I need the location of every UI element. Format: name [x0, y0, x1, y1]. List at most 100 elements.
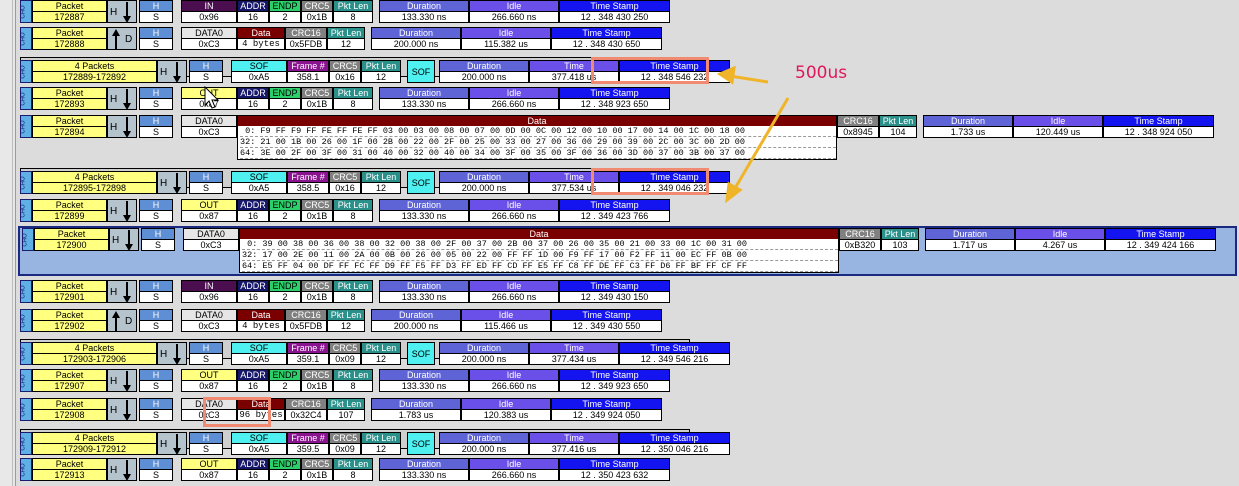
- hs-field-value[interactable]: S: [139, 126, 173, 138]
- packet-row[interactable]: CHO 4 Packets 172909-172912 H H S SOF 0xA5 Frame…: [20, 429, 1220, 456]
- hs-field-value[interactable]: S: [141, 239, 175, 251]
- endp-field-value[interactable]: 2: [269, 11, 301, 23]
- crc16-field-value[interactable]: 0x8945: [837, 126, 879, 138]
- crc5-field-value[interactable]: 0x16: [329, 182, 361, 194]
- packet-number-value[interactable]: 172893: [32, 98, 107, 110]
- pid-field-value[interactable]: 0xC3: [181, 320, 237, 332]
- time-field-value[interactable]: 377.534 us: [529, 182, 619, 194]
- data-field-value[interactable]: 4 bytes: [237, 320, 285, 332]
- packet-number-value[interactable]: 172913: [32, 469, 107, 481]
- endp-field-value[interactable]: 2: [269, 210, 301, 222]
- pid-field-value[interactable]: 0x96: [181, 11, 237, 23]
- hs-field-value[interactable]: S: [139, 409, 173, 421]
- hs-field-value[interactable]: S: [189, 71, 223, 83]
- pkt-len-field-value[interactable]: 8: [333, 11, 373, 23]
- time-field-value[interactable]: 377.416 us: [529, 443, 619, 455]
- duration-field-value[interactable]: 200.000 ns: [371, 320, 461, 332]
- endp-field-value[interactable]: 2: [269, 469, 301, 481]
- endp-field-value[interactable]: 2: [269, 291, 301, 303]
- idle-field-value[interactable]: 115.466 us: [461, 320, 551, 332]
- crc5-field-value[interactable]: 0x1B: [301, 469, 333, 481]
- pid-field-value[interactable]: 0x87: [181, 469, 237, 481]
- pid-field-value[interactable]: 0x96: [181, 291, 237, 303]
- packet-number-value[interactable]: 172908: [32, 409, 107, 421]
- timestamp-field-value[interactable]: 12 . 350 046 216: [619, 443, 730, 455]
- duration-field-value[interactable]: 200.000 ns: [439, 182, 529, 194]
- timestamp-field-value[interactable]: 12 . 349 423 766: [559, 210, 670, 222]
- pkt-len-field-value[interactable]: 8: [333, 291, 373, 303]
- idle-field-value[interactable]: 115.382 us: [461, 38, 551, 50]
- addr-field-value[interactable]: 16: [237, 291, 269, 303]
- timestamp-field-value[interactable]: 12 . 349 924 050: [551, 409, 662, 421]
- pid-field-value[interactable]: 0xA5: [231, 182, 287, 194]
- duration-field-value[interactable]: 1.783 us: [371, 409, 461, 421]
- idle-field-value[interactable]: 266.660 ns: [469, 469, 559, 481]
- hs-field-value[interactable]: S: [139, 98, 173, 110]
- crc16-field-value[interactable]: 0x32C4: [285, 409, 327, 421]
- hex-dump[interactable]: 0: F9 FF F9 FF FE FF FE FF 03 00 03 00 0…: [237, 126, 837, 160]
- pkt-len-field-value[interactable]: 12: [361, 443, 401, 455]
- duration-field-value[interactable]: 133.330 ns: [379, 291, 469, 303]
- crc16-field-value[interactable]: 0xB320: [839, 239, 881, 251]
- pkt-len-field-value[interactable]: 12: [361, 71, 401, 83]
- hs-field-value[interactable]: S: [139, 291, 173, 303]
- hs-field-value[interactable]: S: [189, 443, 223, 455]
- idle-field-value[interactable]: 266.660 ns: [469, 98, 559, 110]
- packet-row[interactable]: CHO Packet 172899 H H S OUT 0x87 ADDR 16 ENDP 2 CRC5…: [20, 199, 1220, 223]
- idle-field-value[interactable]: 266.660 ns: [469, 210, 559, 222]
- packet-row[interactable]: CHO Packet 172894 H H S DATA0 0xC3 Data 0: F9 FF…: [20, 115, 1220, 163]
- pkt-len-field-value[interactable]: 12: [361, 182, 401, 194]
- idle-field-value[interactable]: 266.660 ns: [469, 291, 559, 303]
- hs-field-value[interactable]: S: [139, 320, 173, 332]
- frame-field-value[interactable]: 358.5: [287, 182, 329, 194]
- timestamp-field-value[interactable]: 12 . 349 546 216: [619, 353, 730, 365]
- packet-row[interactable]: CHO 4 Packets 172889-172892 H H S SOF 0xA5 Frame…: [20, 57, 1220, 84]
- pid-field-value[interactable]: 0xA5: [231, 443, 287, 455]
- pid-field-value[interactable]: 0xC3: [181, 126, 237, 138]
- time-field-value[interactable]: 377.418 us: [529, 71, 619, 83]
- pid-field-value[interactable]: 0xC3: [181, 38, 237, 50]
- duration-field-value[interactable]: 1.733 us: [923, 126, 1013, 138]
- timestamp-field-value[interactable]: 12 . 349 430 550: [551, 320, 662, 332]
- pid-field-value[interactable]: 0x87: [181, 210, 237, 222]
- packet-row[interactable]: CHO Packet 172908 H H S DATA0 0xC3 Data 96 bytes C…: [20, 398, 1220, 422]
- timestamp-field-value[interactable]: 12 . 349 430 150: [559, 291, 670, 303]
- crc5-field-value[interactable]: 0x1B: [301, 11, 333, 23]
- hs-field-value[interactable]: S: [189, 182, 223, 194]
- pid-field-value[interactable]: 0xC3: [183, 239, 239, 251]
- hs-field-value[interactable]: S: [189, 353, 223, 365]
- hex-dump[interactable]: 0: 39 00 38 00 36 00 38 00 32 00 38 00 2…: [239, 239, 839, 273]
- hs-field-value[interactable]: S: [139, 11, 173, 23]
- frame-field-value[interactable]: 359.5: [287, 443, 329, 455]
- pid-field-value[interactable]: 0x87: [181, 380, 237, 392]
- duration-field-value[interactable]: 200.000 ns: [371, 38, 461, 50]
- hs-field-value[interactable]: S: [139, 469, 173, 481]
- hs-field-value[interactable]: S: [139, 210, 173, 222]
- packet-number-value[interactable]: 172894: [32, 126, 107, 138]
- packet-row[interactable]: CHO Packet 172913 H H S OUT 0x87 ADDR 16 ENDP 2 CRC5…: [20, 458, 1220, 482]
- packet-number-value[interactable]: 172895-172898: [32, 182, 157, 194]
- packet-number-value[interactable]: 172907: [32, 380, 107, 392]
- packet-number-value[interactable]: 172889-172892: [32, 71, 157, 83]
- addr-field-value[interactable]: 16: [237, 11, 269, 23]
- time-field-value[interactable]: 377.434 us: [529, 353, 619, 365]
- pid-field-value[interactable]: 0xC3: [181, 409, 237, 421]
- packet-row[interactable]: CHO Packet 172901 H H S IN 0x96 ADDR 16 ENDP 2 CRC5 0…: [20, 280, 1220, 304]
- addr-field-value[interactable]: 16: [237, 98, 269, 110]
- crc5-field-value[interactable]: 0x09: [329, 443, 361, 455]
- packet-number-value[interactable]: 172887: [32, 11, 107, 23]
- crc5-field-value[interactable]: 0x1B: [301, 210, 333, 222]
- crc16-field-value[interactable]: 0x5FDB: [285, 38, 327, 50]
- addr-field-value[interactable]: 16: [237, 380, 269, 392]
- duration-field-value[interactable]: 133.330 ns: [379, 210, 469, 222]
- pkt-len-field-value[interactable]: 8: [333, 98, 373, 110]
- packet-row[interactable]: CHOPacket172893HHSOUT0x87ADDR16ENDP2CRC5…: [20, 87, 1220, 111]
- timestamp-field-value[interactable]: 12 . 348 924 050: [1103, 126, 1214, 138]
- pkt-len-field-value[interactable]: 107: [327, 409, 365, 421]
- hs-field-value[interactable]: S: [139, 380, 173, 392]
- idle-field-value[interactable]: 266.660 ns: [469, 380, 559, 392]
- pkt-len-field-value[interactable]: 8: [333, 469, 373, 481]
- packet-row[interactable]: CHO Packet 172907 H H S OUT 0x87 ADDR 16 ENDP 2 CRC5…: [20, 369, 1220, 393]
- packet-number-value[interactable]: 172900: [34, 239, 109, 251]
- duration-field-value[interactable]: 200.000 ns: [439, 353, 529, 365]
